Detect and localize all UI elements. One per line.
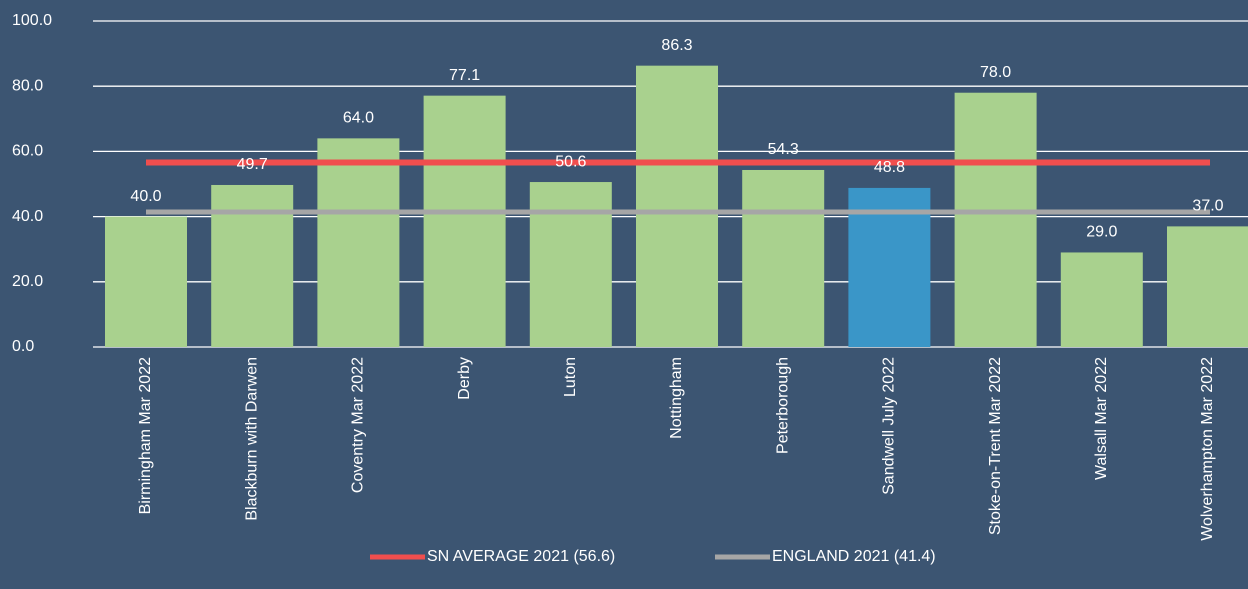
x-tick-label: Walsall Mar 2022 (1093, 357, 1110, 480)
value-label: 86.3 (661, 37, 692, 54)
y-tick-label: 0.0 (12, 338, 34, 355)
value-label: 64.0 (343, 110, 374, 127)
x-tick-label: Peterborough (774, 357, 791, 454)
bar (742, 169, 825, 347)
bar (529, 182, 612, 347)
y-tick-label: 60.0 (12, 143, 43, 160)
bar (105, 216, 187, 347)
bar (317, 138, 400, 347)
bar (423, 95, 506, 348)
value-label: 50.6 (555, 153, 586, 170)
x-tick-label: Derby (456, 357, 473, 400)
value-label: 37.0 (1192, 198, 1223, 215)
x-tick-label: Blackburn with Darwen (243, 357, 260, 521)
value-label: 48.8 (874, 159, 905, 176)
x-tick-label: Birmingham Mar 2022 (137, 357, 154, 515)
y-tick-label: 20.0 (12, 273, 43, 290)
bar (954, 92, 1037, 347)
y-tick-label: 100.0 (12, 12, 52, 29)
value-label: 40.0 (130, 188, 161, 205)
legend-label: SN AVERAGE 2021 (56.6) (427, 548, 615, 565)
bar (211, 184, 294, 347)
bar (636, 65, 718, 348)
value-label: 54.3 (768, 141, 799, 158)
value-label: 78.0 (980, 64, 1011, 81)
legend-label: ENGLAND 2021 (41.4) (772, 548, 936, 565)
y-tick-label: 80.0 (12, 77, 43, 94)
value-label: 29.0 (1086, 224, 1117, 241)
x-tick-label: Wolverhampton Mar 2022 (1199, 357, 1216, 541)
value-label: 77.1 (449, 67, 480, 84)
x-tick-label: Sandwell July 2022 (881, 357, 898, 495)
bar (1060, 252, 1143, 347)
x-tick-label: Nottingham (668, 357, 685, 439)
y-tick-label: 40.0 (12, 208, 43, 225)
x-tick-label: Coventry Mar 2022 (350, 357, 367, 493)
x-tick-label: Luton (562, 357, 579, 397)
bar (1167, 226, 1248, 347)
x-tick-label: Stoke-on-Trent Mar 2022 (987, 357, 1004, 535)
value-label: 49.7 (237, 156, 268, 173)
